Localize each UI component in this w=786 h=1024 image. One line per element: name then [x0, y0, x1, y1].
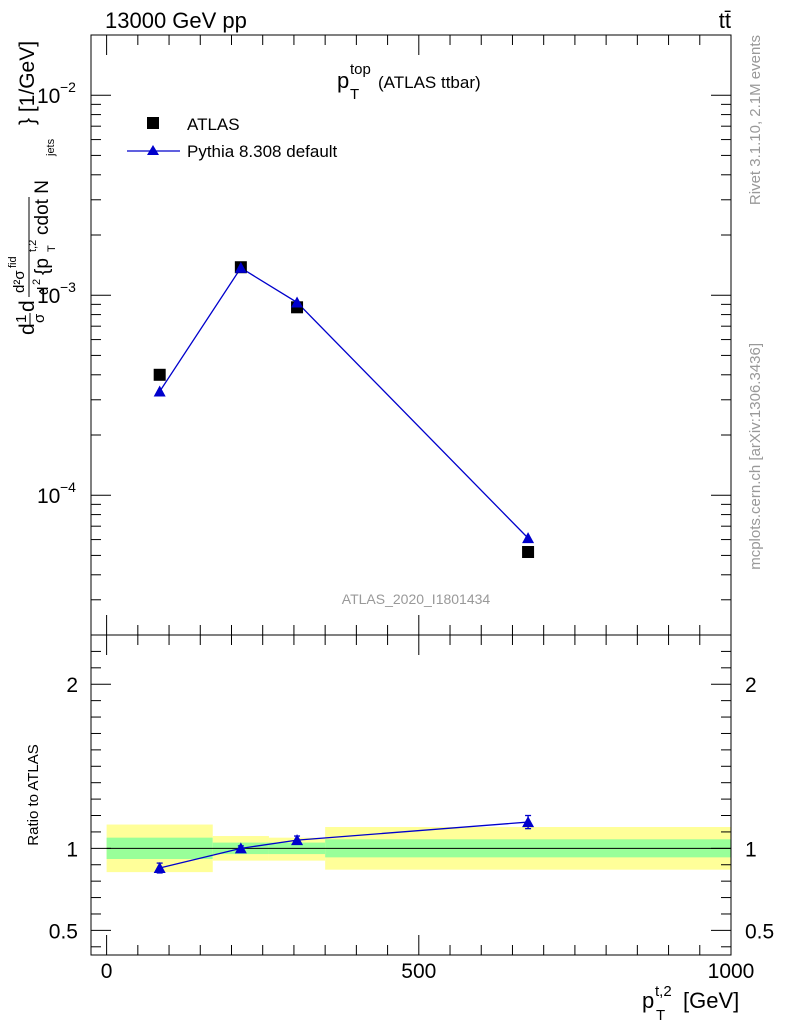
ratio-x-ticks: 0 500 1000: [101, 635, 755, 983]
ratio-y-tick-label-right: 1: [745, 838, 757, 861]
ratio-mc-line: [159, 821, 529, 869]
ratio-y-ticks: 0.5 0.5 1 1 2 2: [49, 650, 774, 948]
process-label: tt̄: [719, 8, 731, 33]
ylabel-body-rest-sub: jets: [45, 138, 57, 157]
ratio-y-tick-label-left: 2: [66, 674, 78, 697]
main-x-ticks: [106, 35, 732, 635]
plot-title: p T top (ATLAS ttbar): [337, 61, 481, 103]
ratio-y-tick-label-left: 0.5: [49, 920, 78, 943]
mc-point: [153, 385, 166, 397]
mc-point: [291, 296, 304, 308]
svg-text:d: d: [16, 323, 39, 335]
main-panel: 10−410−310−2 p T top (ATLAS ttbar) ATLAS…: [37, 34, 732, 636]
analysis-watermark: ATLAS_2020_I1801434: [342, 591, 491, 607]
ratio-mc-point: [522, 816, 535, 828]
main-y-tick-label: 10: [37, 485, 60, 508]
xlabel-sub: T: [656, 1007, 665, 1024]
legend-label-mc: Pythia 8.308 default: [187, 142, 338, 161]
title-sup: top: [350, 61, 371, 78]
ratio-series: [153, 814, 535, 874]
main-y-tick-exponent: −2: [60, 79, 76, 95]
x-tick-label: 1000: [708, 960, 755, 983]
ylabel-frac1-den: σ: [31, 313, 48, 323]
title-sub: T: [350, 86, 359, 103]
ratio-mc-point: [153, 862, 166, 874]
ratio-y-tick-label-left: 1: [66, 838, 78, 861]
xlabel-sup: t,2: [655, 983, 672, 1000]
main-y-tick-exponent: −3: [60, 279, 76, 295]
x-tick-label: 500: [401, 960, 436, 983]
ylabel-frac2-num-sup: fid: [7, 256, 19, 268]
ylabel-tail: } [1/GeV]: [16, 41, 39, 125]
data-point: [522, 546, 535, 559]
ylabel-frac2-den-sup: 2: [31, 279, 43, 285]
ylabel-prefix: d: [16, 323, 39, 335]
main-y-tick-exponent: −4: [60, 479, 76, 495]
ratio-mc-point: [234, 842, 247, 854]
xlabel-rest: [GeV]: [683, 988, 739, 1013]
title-rest: (ATLAS ttbar): [378, 73, 481, 92]
ylabel-body-sup: t,2: [27, 240, 39, 252]
ratio-plot-frame: [90, 634, 732, 956]
ylabel-frac2-den: d: [35, 287, 52, 295]
main-y-axis-label: d 1 σ d d²σ fid d 2 {p T t,2 cdot N jets…: [7, 41, 58, 335]
ylabel-frac1-num: 1: [13, 315, 30, 323]
mc-point: [522, 532, 535, 544]
main-series: [153, 261, 535, 559]
main-y-tick-label: 10: [37, 85, 60, 108]
main-y-ticks: [91, 34, 731, 636]
legend-marker-mc: [147, 145, 159, 155]
legend: ATLAS Pythia 8.308 default: [127, 115, 338, 161]
mcplots-label: mcplots.cern.ch [arXiv:1306.3436]: [747, 343, 764, 570]
svg-text:p: p: [337, 68, 349, 93]
ylabel-mid: d: [16, 300, 39, 312]
data-point: [153, 368, 166, 381]
main-y-tick-labels: 10−410−310−2: [37, 79, 76, 508]
legend-label-data: ATLAS: [187, 115, 240, 134]
title-p: p: [337, 68, 349, 93]
energy-label: 13000 GeV pp: [105, 8, 247, 33]
ylabel-body-rest: cdot N: [32, 180, 53, 235]
ratio-panel: 0.5 0.5 1 1 2 2 0 500 1000: [49, 634, 774, 983]
ratio-mc-point: [291, 834, 304, 846]
legend-marker-data: [147, 117, 159, 129]
ylabel-body: {p: [32, 258, 53, 275]
x-tick-label: 0: [101, 960, 113, 983]
rivet-version-label: Rivet 3.1.10, 2.1M events: [747, 35, 764, 205]
ratio-y-tick-label-right: 2: [745, 674, 757, 697]
mc-line: [159, 266, 529, 539]
mc-point: [234, 261, 247, 273]
x-axis-label: p T t,2 [GeV]: [642, 983, 739, 1024]
main-y-tick-label: 10: [37, 285, 60, 308]
xlabel-p: p: [642, 988, 654, 1013]
ratio-y-axis-label: Ratio to ATLAS: [25, 744, 42, 845]
ratio-y-tick-label-right: 0.5: [745, 920, 774, 943]
ylabel-body-sub: T: [46, 245, 58, 252]
ylabel-frac2-num: d²σ: [11, 270, 28, 293]
